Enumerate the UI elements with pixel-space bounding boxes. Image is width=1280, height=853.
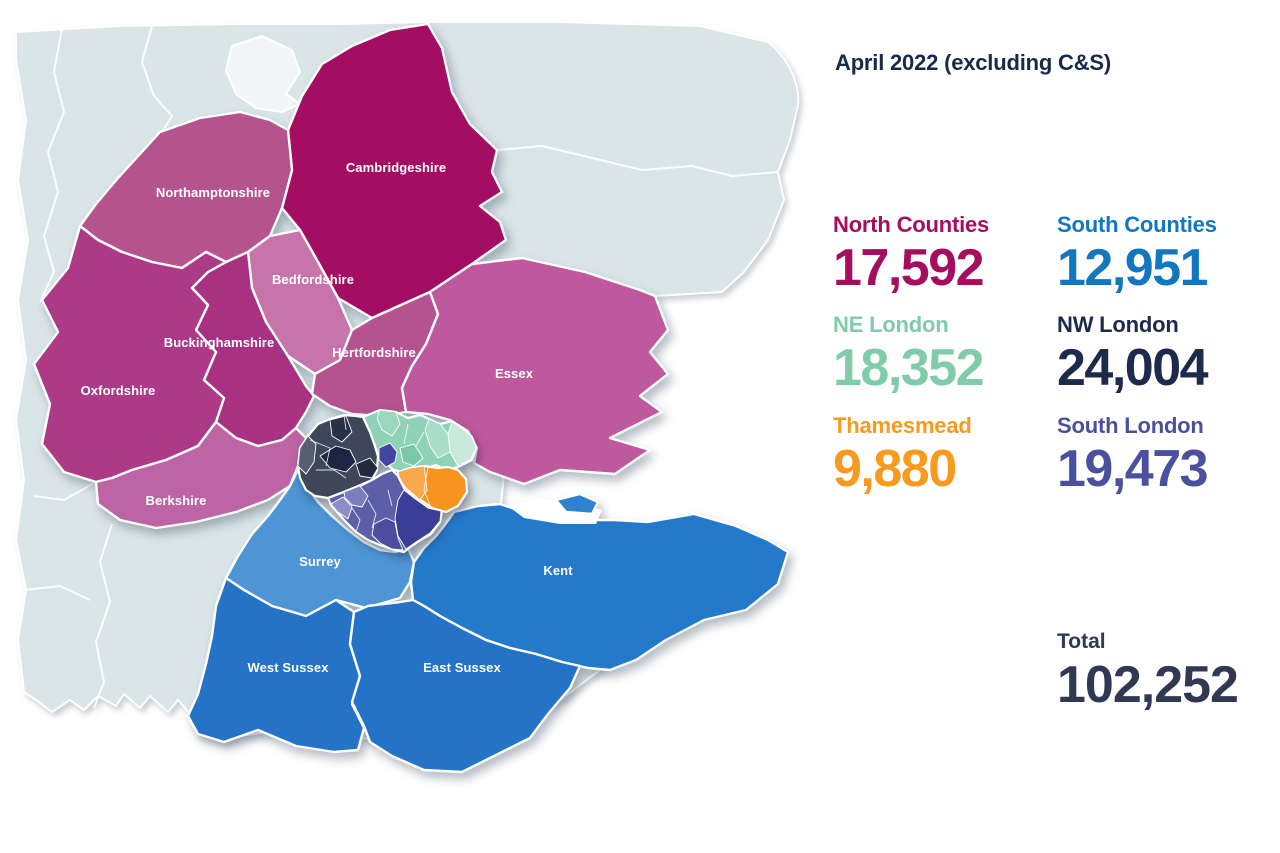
- label-buckinghamshire: Buckinghamshire: [164, 335, 275, 350]
- label-bedfordshire: Bedfordshire: [272, 272, 354, 287]
- page-title: April 2022 (excluding C&S): [835, 50, 1111, 75]
- background-county-border: [39, 27, 65, 303]
- borough-patch: [399, 443, 424, 467]
- region-south-london[interactable]: [326, 468, 444, 554]
- borough-patch: [330, 496, 353, 520]
- borough-patch: [424, 418, 451, 459]
- borough-border: [309, 414, 347, 479]
- stat-label: NE London: [833, 312, 949, 337]
- region-map: Northamptonshire Cambridgeshire Bedfords…: [15, 21, 800, 774]
- stat-south-london: South London 19,473: [1057, 413, 1279, 495]
- total-label: Total: [1057, 630, 1106, 653]
- stat-label: Thamesmead: [833, 413, 972, 438]
- stat-value: 17,592: [833, 239, 985, 297]
- borough-patch: [371, 517, 404, 551]
- stat-value: 9,880: [833, 440, 957, 498]
- region-ne-london[interactable]: [361, 408, 478, 475]
- stat-value: 19,473: [1057, 440, 1209, 498]
- borough-patch: [329, 415, 353, 443]
- stat-nw-london: NW London 24,004: [1057, 312, 1279, 394]
- county-surrey[interactable]: [224, 468, 416, 618]
- background-county-border: [496, 145, 779, 177]
- stat-value: 12,951: [1057, 239, 1209, 297]
- stat-label: South Counties: [1057, 212, 1217, 237]
- label-east-sussex: East Sussex: [423, 660, 501, 675]
- stat-north-counties: North Counties 17,592: [833, 212, 1055, 294]
- borough-patch: [394, 489, 442, 550]
- borough-border: [403, 423, 425, 447]
- background-county-border: [23, 585, 91, 601]
- county-essex[interactable]: [400, 256, 670, 486]
- stats-grid: North Counties 17,592 South Counties 12,…: [833, 212, 1280, 542]
- region-thamesmead[interactable]: [396, 464, 469, 514]
- label-kent: Kent: [543, 563, 573, 578]
- total-value: 102,252: [1057, 656, 1239, 714]
- map-labels: Northamptonshire Cambridgeshire Bedfords…: [81, 160, 574, 675]
- label-west-sussex: West Sussex: [247, 660, 329, 675]
- label-hertfordshire: Hertfordshire: [332, 345, 416, 360]
- label-berkshire: Berkshire: [146, 493, 207, 508]
- county-east-sussex[interactable]: [348, 598, 582, 774]
- county-west-sussex[interactable]: [186, 576, 366, 754]
- background-county-border: [141, 25, 173, 133]
- stat-ne-london: NE London 18,352: [833, 312, 1055, 394]
- stat-value: 18,352: [833, 339, 985, 397]
- label-surrey: Surrey: [299, 554, 341, 569]
- borough-border: [351, 489, 393, 533]
- label-northamptonshire: Northamptonshire: [156, 185, 270, 200]
- county-oxfordshire[interactable]: [32, 224, 228, 484]
- borough-patch: [376, 409, 401, 437]
- background-county-border: [93, 523, 113, 709]
- borough-border: [423, 466, 431, 506]
- borough-hackney-indigo: [378, 442, 398, 468]
- label-essex: Essex: [495, 366, 534, 381]
- stat-total: Total 102,252: [1057, 630, 1277, 711]
- stat-label: South London: [1057, 413, 1204, 438]
- isle-of-sheppey[interactable]: [554, 492, 600, 516]
- borough-patch: [297, 435, 317, 475]
- stat-value: 24,004: [1057, 339, 1209, 397]
- stat-thamesmead: Thamesmead 9,880: [833, 413, 1055, 495]
- stat-label: NW London: [1057, 312, 1179, 337]
- stat-label: North Counties: [833, 212, 990, 237]
- label-oxfordshire: Oxfordshire: [81, 383, 156, 398]
- borough-patch: [343, 485, 369, 508]
- background-county-border: [33, 481, 97, 501]
- stat-south-counties: South Counties 12,951: [1057, 212, 1279, 294]
- label-cambridgeshire: Cambridgeshire: [346, 160, 446, 175]
- borough-patch: [355, 457, 379, 479]
